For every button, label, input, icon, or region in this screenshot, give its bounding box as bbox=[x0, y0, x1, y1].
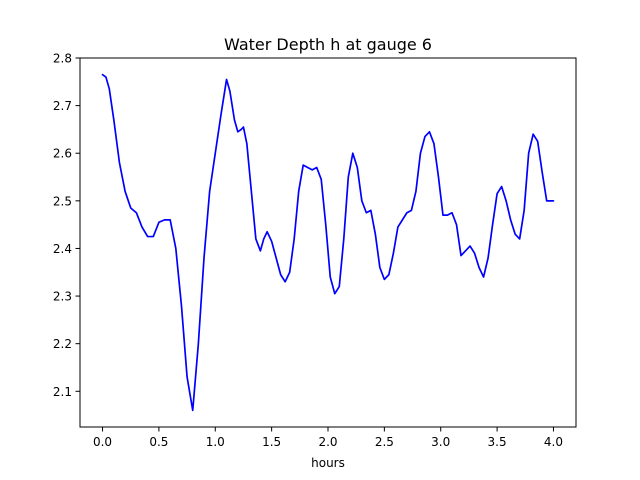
y-tick-label: 2.4 bbox=[53, 242, 72, 256]
y-tick-label: 2.1 bbox=[53, 385, 72, 399]
chart-title: Water Depth h at gauge 6 bbox=[224, 35, 432, 54]
y-tick-label: 2.3 bbox=[53, 290, 72, 304]
x-tick-label: 1.0 bbox=[206, 435, 225, 449]
y-tick-label: 2.5 bbox=[53, 194, 72, 208]
x-tick-label: 0.0 bbox=[93, 435, 112, 449]
series-line-0 bbox=[101, 73, 555, 412]
y-tick-label: 2.2 bbox=[53, 337, 72, 351]
x-tick-label: 3.5 bbox=[488, 435, 507, 449]
x-tick-label: 1.5 bbox=[262, 435, 281, 449]
x-tick-label: 2.5 bbox=[375, 435, 394, 449]
x-tick-label: 2.0 bbox=[318, 435, 337, 449]
x-axis-label: hours bbox=[311, 456, 345, 470]
y-tick-label: 2.6 bbox=[53, 147, 72, 161]
x-tick-label: 0.5 bbox=[149, 435, 168, 449]
plot-area bbox=[101, 73, 555, 412]
y-tick-label: 2.7 bbox=[53, 99, 72, 113]
axes: 0.0 0.5 1.0 1.5 2.0 2.5 3.0 3.5 4.0 2.1 2.2 2.3 2.4 2… bbox=[53, 52, 577, 449]
y-tick-label: 2.8 bbox=[53, 52, 72, 66]
x-tick-label: 3.0 bbox=[431, 435, 450, 449]
x-tick-label: 4.0 bbox=[544, 435, 563, 449]
